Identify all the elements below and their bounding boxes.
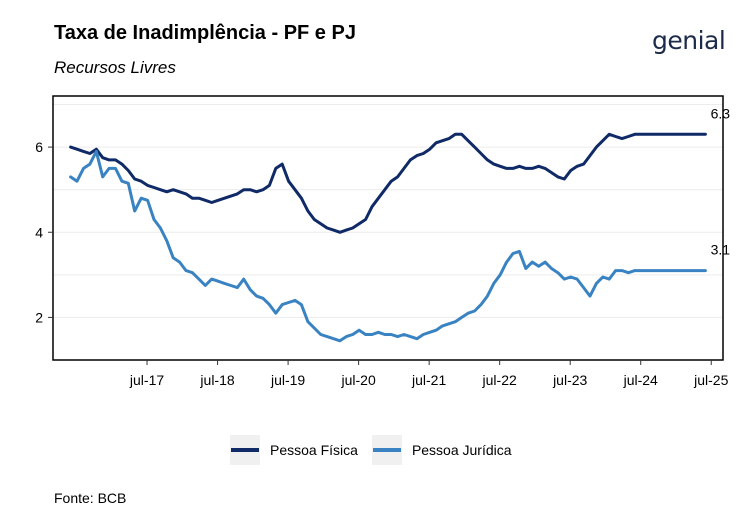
x-tick-label: jul-18 xyxy=(199,372,234,388)
x-tick-label: jul-23 xyxy=(552,372,587,388)
x-tick-label: jul-21 xyxy=(411,372,446,388)
x-tick-label: jul-20 xyxy=(340,372,375,388)
series-line-pj xyxy=(69,149,707,343)
line-chart: 2 4 6 jul-17 jul-18 jul-19 jul-20 jul-21 jul-22 j… xyxy=(35,95,731,388)
legend-item-pf: Pessoa Física xyxy=(230,435,358,465)
y-tick-label: 4 xyxy=(35,224,43,240)
chart-title: Taxa de Inadimplência - PF e PJ xyxy=(54,22,356,44)
plot-frame xyxy=(52,95,724,361)
legend-swatch-pj xyxy=(372,448,401,452)
chart-subtitle: Recursos Livres xyxy=(54,58,176,77)
end-label-pf: 6.3 xyxy=(711,105,731,121)
x-tick-label: jul-17 xyxy=(129,372,164,388)
y-tick-label: 6 xyxy=(35,139,43,155)
genial-logo: genial xyxy=(652,26,726,55)
legend-item-pj: Pessoa Jurídica xyxy=(371,435,512,465)
legend-swatch-pf xyxy=(231,448,259,452)
legend: Pessoa Física Pessoa Jurídica xyxy=(230,435,526,465)
end-label-pj: 3.1 xyxy=(711,242,731,258)
legend-key-pf xyxy=(230,435,260,465)
legend-key-pj xyxy=(371,435,402,465)
legend-label-pj: Pessoa Jurídica xyxy=(411,442,512,458)
logo-text: genial xyxy=(652,26,726,55)
x-tick-label: jul-24 xyxy=(623,372,658,388)
x-tick-label: jul-22 xyxy=(482,372,517,388)
y-tick-label: 2 xyxy=(35,309,43,325)
x-tick-label: jul-19 xyxy=(270,372,305,388)
legend-label-pf: Pessoa Física xyxy=(270,442,358,458)
source-note: Fonte: BCB xyxy=(54,490,127,506)
x-tick-label: jul-25 xyxy=(693,372,728,388)
series-line-pf xyxy=(69,132,707,234)
